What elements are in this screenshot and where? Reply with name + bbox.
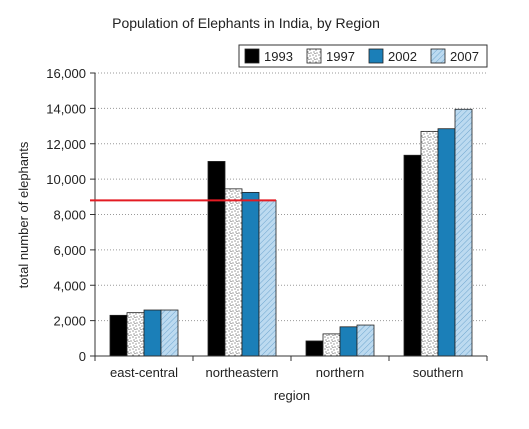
gridlines [95, 72, 487, 322]
x-axis: east-central northeastern northern southern [94, 355, 488, 380]
legend-label: 2007 [450, 49, 479, 64]
x-tick-label: east-central [110, 365, 178, 380]
bar [322, 333, 341, 357]
y-tick-label: 2,000 [53, 314, 86, 329]
legend-swatch [244, 48, 260, 64]
legend-label: 1997 [326, 49, 355, 64]
bar [258, 199, 277, 357]
bar [454, 108, 473, 357]
legend: 1993 1997 2002 2007 [238, 44, 488, 68]
y-tick-label: 10,000 [46, 172, 86, 187]
bar [305, 340, 324, 357]
y-tick-label: 8,000 [53, 208, 86, 223]
bar [143, 309, 162, 357]
bars-group [109, 108, 473, 357]
y-axis-label: total number of elephants [16, 141, 31, 288]
bar [224, 188, 243, 357]
bar [241, 191, 260, 357]
bar [126, 312, 145, 357]
y-tick-label: 16,000 [46, 66, 86, 81]
x-tick-label: northern [316, 365, 364, 380]
legend-label: 1993 [264, 49, 293, 64]
y-tick-label: 4,000 [53, 278, 86, 293]
bar [339, 326, 358, 357]
chart-title: Population of Elephants in India, by Reg… [112, 15, 380, 31]
legend-label: 2002 [388, 49, 417, 64]
y-tick-label: 14,000 [46, 101, 86, 116]
x-tick-label: southern [413, 365, 464, 380]
legend-box [238, 44, 488, 68]
y-tick-label: 6,000 [53, 243, 86, 258]
bar [207, 161, 226, 357]
legend-swatch [368, 48, 384, 64]
y-axis: 0 2,000 4,000 6,000 8,000 10,000 12,000 14,000 1… [46, 66, 96, 364]
legend-swatch [430, 48, 446, 64]
x-axis-label: region [274, 388, 310, 403]
bar [437, 128, 456, 357]
bar [109, 314, 128, 357]
bar [420, 130, 439, 357]
bar [160, 309, 179, 357]
y-tick-label: 12,000 [46, 137, 86, 152]
bar [403, 154, 422, 357]
y-tick-label: 0 [79, 349, 86, 364]
x-tick-label: northeastern [206, 365, 279, 380]
bar [356, 324, 375, 357]
legend-swatch [306, 48, 322, 64]
